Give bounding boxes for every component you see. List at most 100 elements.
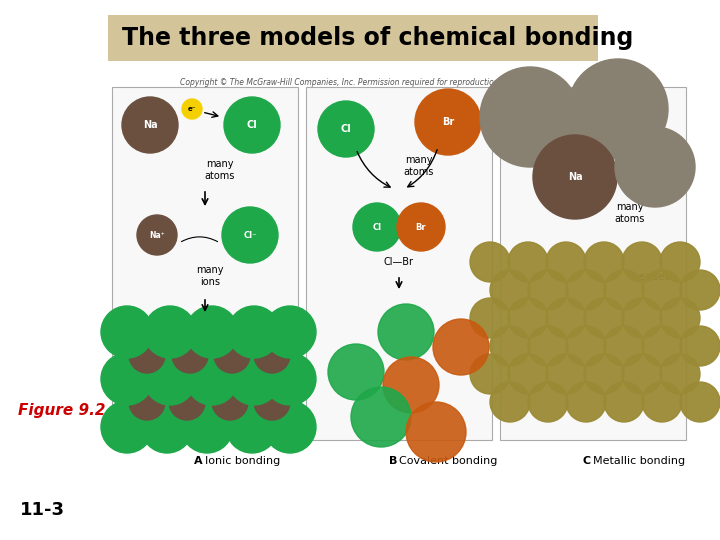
Text: Covalent bonding: Covalent bonding	[399, 456, 498, 466]
Circle shape	[181, 401, 233, 453]
Circle shape	[546, 298, 586, 338]
Circle shape	[660, 298, 700, 338]
Circle shape	[141, 401, 193, 453]
Circle shape	[546, 354, 586, 394]
Circle shape	[226, 401, 278, 453]
Circle shape	[604, 382, 644, 422]
Circle shape	[101, 401, 153, 453]
Circle shape	[415, 89, 481, 155]
Text: The three models of chemical bonding: The three models of chemical bonding	[122, 26, 634, 50]
Circle shape	[508, 354, 548, 394]
Circle shape	[528, 326, 568, 366]
FancyBboxPatch shape	[108, 15, 598, 61]
Circle shape	[351, 387, 411, 447]
Text: Cl: Cl	[372, 222, 382, 232]
Text: many
ions: many ions	[197, 265, 224, 287]
Circle shape	[144, 306, 196, 358]
Circle shape	[433, 319, 489, 375]
Circle shape	[222, 207, 278, 263]
Circle shape	[254, 384, 290, 420]
Circle shape	[318, 101, 374, 157]
Circle shape	[470, 298, 510, 338]
Text: Na⁺: Na⁺	[149, 231, 165, 240]
Text: Cl: Cl	[247, 120, 257, 130]
FancyBboxPatch shape	[500, 87, 686, 440]
Circle shape	[490, 270, 530, 310]
Circle shape	[144, 353, 196, 405]
FancyBboxPatch shape	[112, 87, 298, 440]
Text: 11-3: 11-3	[20, 501, 65, 519]
Text: C: C	[583, 456, 591, 466]
Circle shape	[264, 306, 316, 358]
Circle shape	[353, 203, 401, 251]
Text: e⁻ sea: e⁻ sea	[639, 272, 671, 282]
Circle shape	[622, 354, 662, 394]
Text: Cl—Br: Cl—Br	[384, 257, 414, 267]
Circle shape	[228, 306, 280, 358]
Circle shape	[406, 402, 466, 462]
Circle shape	[397, 203, 445, 251]
Circle shape	[169, 384, 205, 420]
Circle shape	[546, 242, 586, 282]
Circle shape	[264, 353, 316, 405]
Text: Copyright © The McGraw-Hill Companies, Inc. Permission required for reproduction: Copyright © The McGraw-Hill Companies, I…	[180, 78, 540, 87]
Circle shape	[508, 242, 548, 282]
Circle shape	[480, 67, 580, 167]
Circle shape	[566, 270, 606, 310]
Circle shape	[264, 401, 316, 453]
Circle shape	[129, 337, 165, 373]
Text: e⁻: e⁻	[188, 106, 197, 112]
Text: Br: Br	[415, 222, 426, 232]
Circle shape	[584, 242, 624, 282]
Text: B: B	[389, 456, 397, 466]
Text: Figure 9.2: Figure 9.2	[18, 402, 106, 417]
Circle shape	[470, 242, 510, 282]
Text: many
atoms: many atoms	[204, 159, 235, 180]
Circle shape	[642, 326, 682, 366]
Circle shape	[129, 384, 165, 420]
Circle shape	[254, 337, 290, 373]
Circle shape	[470, 354, 510, 394]
Text: Metallic bonding: Metallic bonding	[593, 456, 685, 466]
Circle shape	[214, 337, 250, 373]
Circle shape	[186, 353, 238, 405]
Circle shape	[680, 382, 720, 422]
Circle shape	[622, 242, 662, 282]
Circle shape	[328, 344, 384, 400]
Circle shape	[660, 242, 700, 282]
Text: Na: Na	[143, 120, 157, 130]
Circle shape	[604, 326, 644, 366]
Circle shape	[680, 270, 720, 310]
Circle shape	[528, 270, 568, 310]
Circle shape	[615, 127, 695, 207]
Circle shape	[383, 357, 439, 413]
Text: Br: Br	[442, 117, 454, 127]
Text: many
atoms: many atoms	[615, 202, 645, 224]
FancyBboxPatch shape	[306, 87, 492, 440]
Circle shape	[568, 59, 668, 159]
Circle shape	[378, 304, 434, 360]
Circle shape	[528, 382, 568, 422]
Circle shape	[490, 326, 530, 366]
Circle shape	[122, 97, 178, 153]
Circle shape	[660, 354, 700, 394]
Circle shape	[566, 382, 606, 422]
Circle shape	[101, 353, 153, 405]
Text: Cl⁻: Cl⁻	[243, 231, 257, 240]
Text: Cl: Cl	[341, 124, 351, 134]
Circle shape	[224, 97, 280, 153]
Circle shape	[584, 298, 624, 338]
Circle shape	[508, 298, 548, 338]
Circle shape	[584, 354, 624, 394]
Circle shape	[642, 382, 682, 422]
Circle shape	[212, 384, 248, 420]
Circle shape	[137, 215, 177, 255]
Circle shape	[533, 135, 617, 219]
Text: many
atoms: many atoms	[404, 155, 434, 177]
Circle shape	[604, 270, 644, 310]
Text: Ionic bonding: Ionic bonding	[205, 456, 280, 466]
Text: A: A	[194, 456, 203, 466]
Circle shape	[182, 99, 202, 119]
Circle shape	[228, 353, 280, 405]
Circle shape	[490, 382, 530, 422]
